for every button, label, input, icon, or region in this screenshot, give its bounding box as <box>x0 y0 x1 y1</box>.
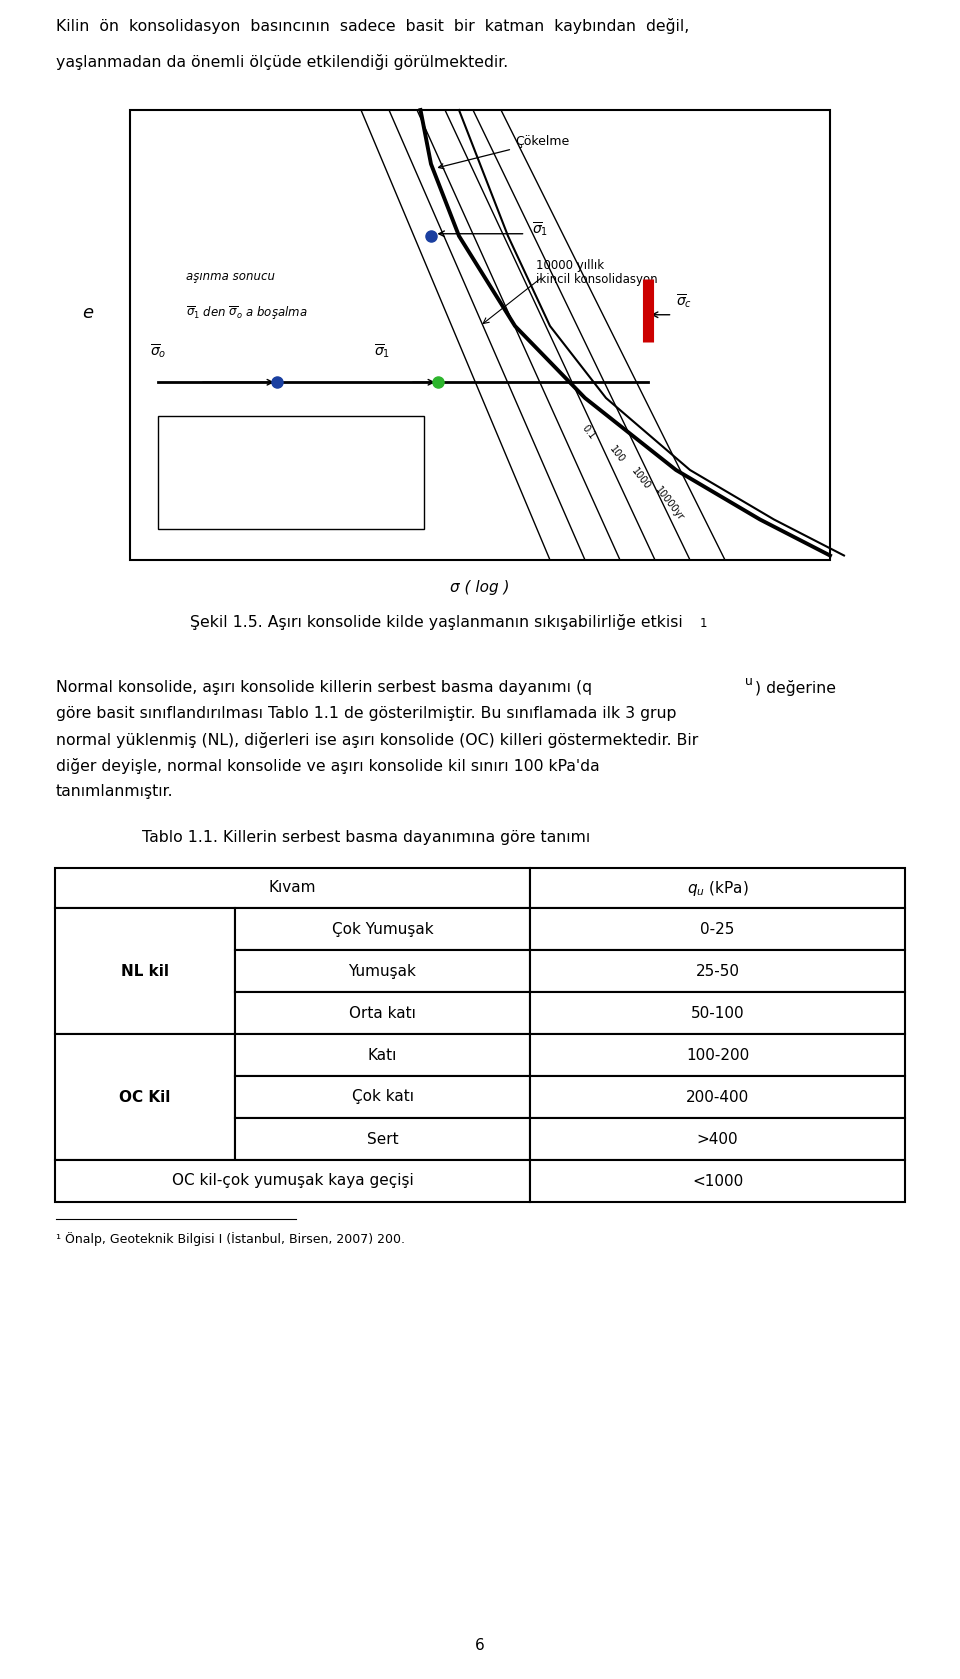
Bar <box>235 950 530 992</box>
Bar <box>130 111 830 561</box>
Text: u: u <box>745 675 753 688</box>
Bar <box>530 868 905 908</box>
Bar <box>235 1118 530 1160</box>
Text: 0.1: 0.1 <box>580 423 597 442</box>
Text: normal yüklenmiş (NL), diğerleri ise aşırı konsolide (OC) killeri göstermektedir: normal yüklenmiş (NL), diğerleri ise aşı… <box>56 732 698 749</box>
Bar <box>235 1076 530 1118</box>
Text: 200-400: 200-400 <box>685 1090 749 1105</box>
Text: NL kil: NL kil <box>121 964 169 979</box>
Text: 0-25: 0-25 <box>700 922 734 937</box>
Text: Normal konsolide, aşırı konsolide killerin serbest basma dayanımı (q: Normal konsolide, aşırı konsolide killer… <box>56 680 591 695</box>
Text: ¹ Önalp, Geoteknik Bilgisi I (İstanbul, Birsen, 2007) 200.: ¹ Önalp, Geoteknik Bilgisi I (İstanbul, … <box>56 1232 405 1246</box>
Text: $\overline{\sigma}_o$: $\overline{\sigma}_o$ <box>150 343 166 359</box>
Text: OC Kil: OC Kil <box>119 1090 171 1105</box>
Bar <box>130 111 830 561</box>
Text: Orta katı: Orta katı <box>349 1006 416 1021</box>
Text: 10000 yıllık
ikincil konsolidasyon: 10000 yıllık ikincil konsolidasyon <box>536 259 658 287</box>
Text: >400: >400 <box>697 1132 738 1147</box>
Bar <box>130 111 830 561</box>
Bar <box>55 1160 530 1202</box>
Text: Çok Yumuşak: Çok Yumuşak <box>332 922 433 937</box>
Text: $\overline{\sigma}_1$ den $\overline{\sigma}_o$ a boşalma: $\overline{\sigma}_1$ den $\overline{\si… <box>186 304 307 321</box>
Bar <box>130 111 830 561</box>
Bar <box>530 1160 905 1202</box>
Text: Kıvam: Kıvam <box>269 880 316 895</box>
Text: Sert: Sert <box>367 1132 398 1147</box>
Bar <box>235 908 530 950</box>
Bar <box>55 868 530 908</box>
Text: 100: 100 <box>607 443 626 465</box>
Bar <box>235 1034 530 1076</box>
Text: Yumuşak: Yumuşak <box>348 964 417 979</box>
Text: yaşlanmadan da önemli ölçüde etkilendiği görülmektedir.: yaşlanmadan da önemli ölçüde etkilendiği… <box>56 54 508 71</box>
Text: tanımlanmıştır.: tanımlanmıştır. <box>56 784 174 799</box>
Bar <box>130 111 830 561</box>
Bar <box>530 908 905 950</box>
Text: e: e <box>83 304 93 321</box>
Text: 1: 1 <box>700 618 708 630</box>
Text: 50-100: 50-100 <box>690 1006 744 1021</box>
Text: <1000: <1000 <box>692 1174 743 1189</box>
Bar <box>530 1076 905 1118</box>
Text: $\overline{\sigma}_c$: $\overline{\sigma}_c$ <box>676 292 692 311</box>
Text: Aşırı Konsolide Kil Eğrisi: Aşırı Konsolide Kil Eğrisi <box>221 443 361 457</box>
Text: Tablo 1.1. Killerin serbest basma dayanımına göre tanımı: Tablo 1.1. Killerin serbest basma dayanı… <box>142 829 590 845</box>
Text: 100-200: 100-200 <box>685 1048 749 1063</box>
Text: 10000yr: 10000yr <box>653 485 685 522</box>
Text: σ ( log ): σ ( log ) <box>450 579 510 594</box>
Bar <box>530 992 905 1034</box>
Text: diğer deyişle, normal konsolide ve aşırı konsolide kil sınırı 100 kPa'da: diğer deyişle, normal konsolide ve aşırı… <box>56 757 599 774</box>
Text: OC kil-çok yumuşak kaya geçişi: OC kil-çok yumuşak kaya geçişi <box>172 1174 414 1189</box>
Bar <box>130 111 830 561</box>
Text: Çökelme: Çökelme <box>439 134 569 168</box>
Bar <box>55 1034 235 1160</box>
Bar <box>235 992 530 1034</box>
Text: $\overline{\sigma}_1$: $\overline{\sigma}_1$ <box>533 220 549 238</box>
Text: Şekil 1.5. Aşırı konsolide kilde yaşlanmanın sıkışabilirliğe etkisi: Şekil 1.5. Aşırı konsolide kilde yaşlanm… <box>190 615 683 630</box>
Bar <box>55 908 235 1034</box>
Text: $q_u$ (kPa): $q_u$ (kPa) <box>686 878 749 898</box>
Bar <box>530 950 905 992</box>
Text: 1000: 1000 <box>630 467 653 492</box>
Text: 25-50: 25-50 <box>695 964 739 979</box>
Text: 6: 6 <box>475 1637 485 1652</box>
Text: Kilin  ön  konsolidasyon  basıncının  sadece  basit  bir  katman  kaybından  değ: Kilin ön konsolidasyon basıncının sadece… <box>56 18 689 34</box>
Bar <box>158 416 424 529</box>
Text: aşınma sonucu: aşınma sonucu <box>186 270 275 284</box>
Text: ) değerine: ) değerine <box>755 680 836 697</box>
Text: Katı: Katı <box>368 1048 397 1063</box>
Bar <box>530 1118 905 1160</box>
Text: göre basit sınıflandırılması Tablo 1.1 de gösterilmiştir. Bu sınıflamada ilk 3 g: göre basit sınıflandırılması Tablo 1.1 d… <box>56 705 676 720</box>
Bar <box>530 1034 905 1076</box>
Text: Çok katı: Çok katı <box>351 1090 414 1105</box>
Text: $\overline{\sigma}_1$: $\overline{\sigma}_1$ <box>373 343 390 359</box>
Bar <box>130 111 830 561</box>
Text: $\overline{\sigma}_c > \overline{\sigma}_1 > \overline{\sigma}_o$: $\overline{\sigma}_c > \overline{\sigma}… <box>252 487 329 504</box>
